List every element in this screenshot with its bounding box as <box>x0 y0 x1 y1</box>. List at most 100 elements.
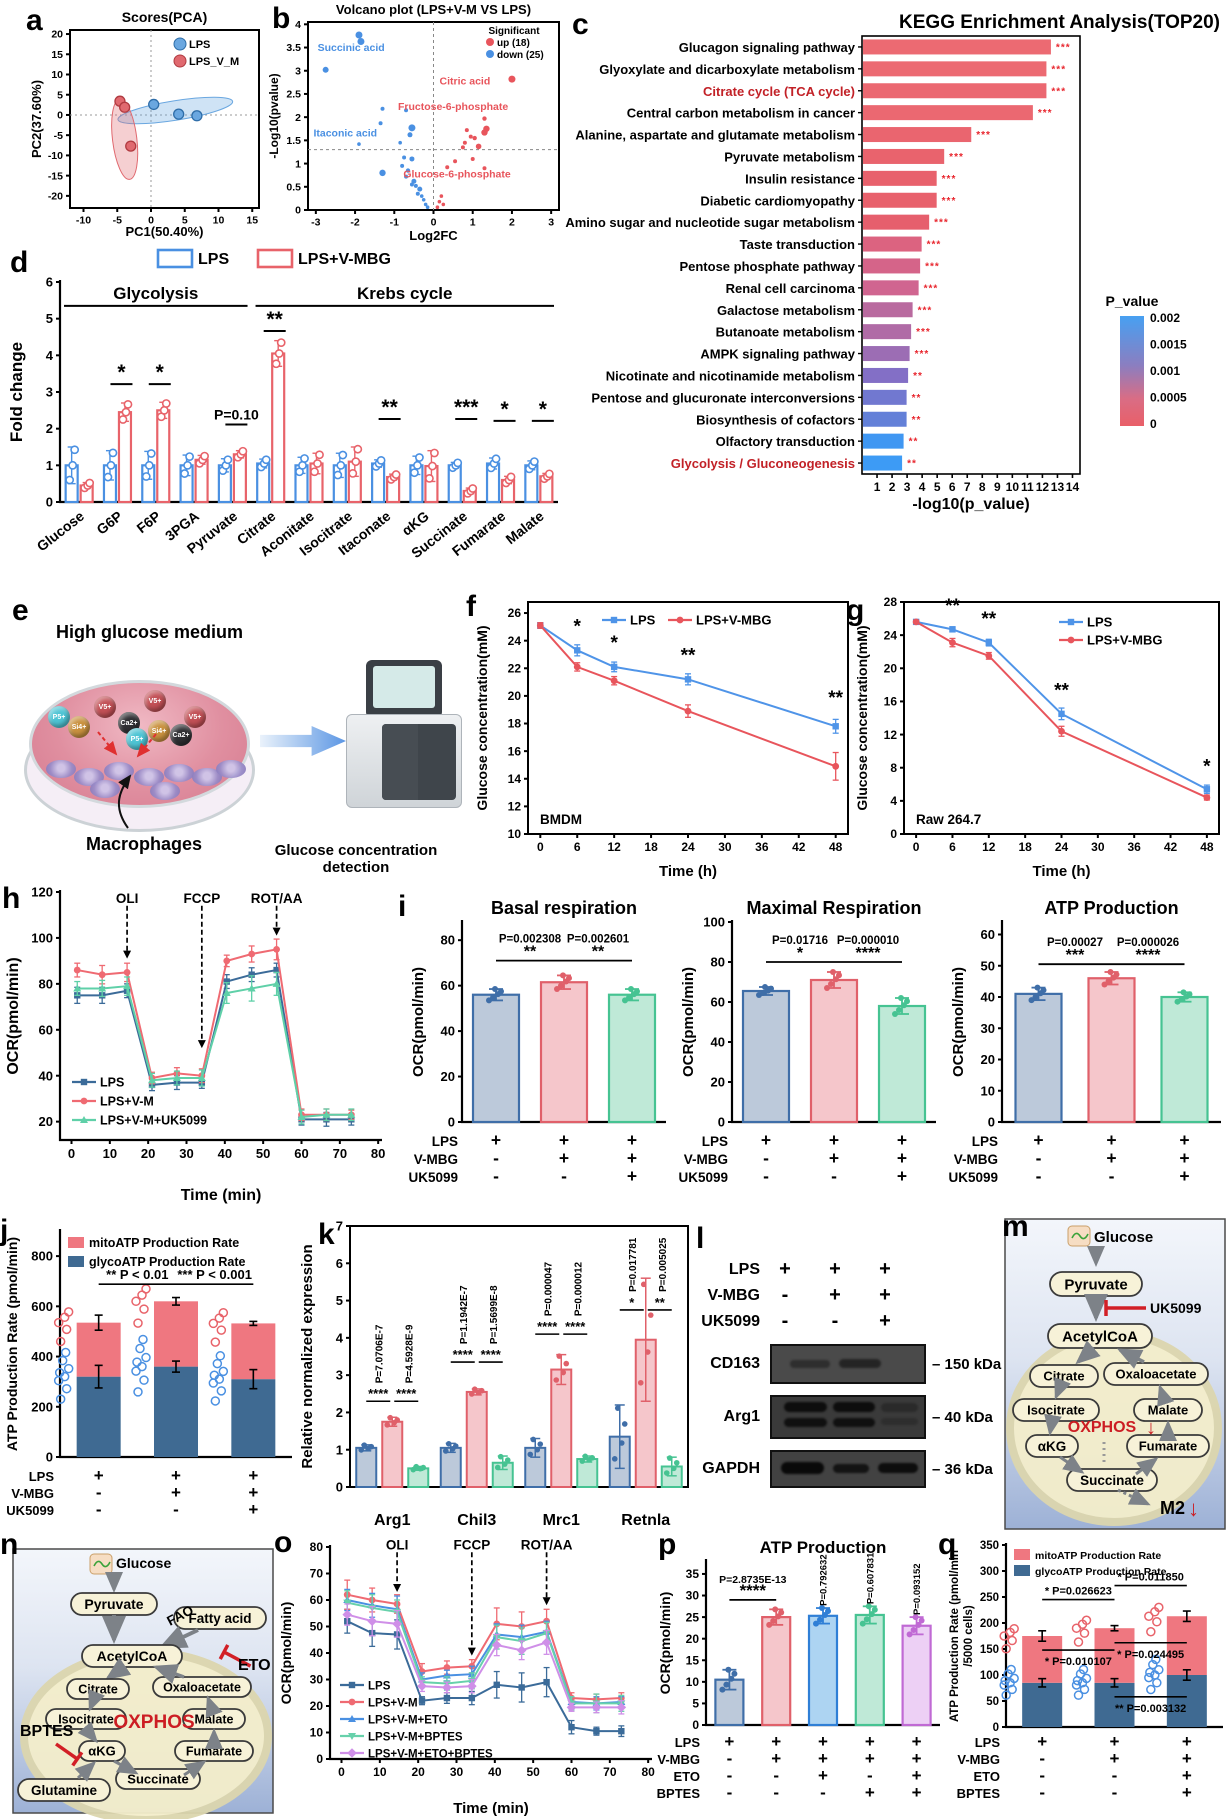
svg-text:+: + <box>627 1148 637 1168</box>
svg-text:Malate: Malate <box>195 1713 234 1727</box>
blot-condition-value: + <box>829 1258 841 1280</box>
svg-text:Glucose: Glucose <box>1094 1229 1153 1246</box>
svg-text:***: *** <box>934 218 949 229</box>
svg-text:BPTES: BPTES <box>957 1786 1001 1801</box>
svg-text:-5: -5 <box>54 130 63 142</box>
svg-text:Fold change: Fold change <box>7 342 26 442</box>
svg-text:P=0.000047: P=0.000047 <box>543 1261 554 1316</box>
svg-text:mitoATP Production Rate: mitoATP Production Rate <box>89 1236 239 1250</box>
svg-text:26: 26 <box>508 606 522 620</box>
svg-text:V-MBG: V-MBG <box>954 1152 998 1167</box>
svg-text:-: - <box>561 1166 567 1186</box>
svg-text:LPS: LPS <box>198 251 229 268</box>
svg-text:24: 24 <box>1055 840 1069 854</box>
svg-text:LPS: LPS <box>702 1134 728 1149</box>
svg-text:P=0.01716: P=0.01716 <box>772 935 828 947</box>
svg-text:-: - <box>820 1783 826 1802</box>
svg-text:-: - <box>493 1166 499 1186</box>
svg-text:Galactose metabolism: Galactose metabolism <box>717 303 855 318</box>
svg-text:+: + <box>865 1749 875 1768</box>
svg-text:OCR(pmol/min): OCR(pmol/min) <box>680 967 697 1077</box>
svg-text:***: *** <box>924 283 939 294</box>
svg-text:**: ** <box>912 415 922 426</box>
svg-text:300: 300 <box>980 1566 999 1578</box>
svg-text:1: 1 <box>470 217 476 229</box>
svg-text:Central carbon metabolism in c: Central carbon metabolism in cancer <box>627 106 855 121</box>
svg-text:mitoATP Production Rate: mitoATP Production Rate <box>1035 1550 1161 1562</box>
svg-text:UK5099: UK5099 <box>1150 1300 1202 1316</box>
svg-text:OLI: OLI <box>116 891 139 906</box>
svg-text:Citrate: Citrate <box>78 1683 118 1697</box>
svg-text:0.002: 0.002 <box>1150 311 1180 325</box>
svg-text:40: 40 <box>310 1646 324 1660</box>
svg-text:****: **** <box>396 1386 417 1401</box>
svg-text:2.5: 2.5 <box>286 89 301 101</box>
svg-text:-: - <box>727 1749 733 1768</box>
svg-text:*** P < 0.001: *** P < 0.001 <box>177 1267 252 1282</box>
maximal-respiration-chart: 0 20 40 60 80 100 OCR(pmol/min) Maximal Respira… <box>678 898 936 1186</box>
svg-text:* P=0.024495: * P=0.024495 <box>1117 1649 1184 1661</box>
svg-text:Pyruvate: Pyruvate <box>1064 1276 1127 1293</box>
blot-target-label: Arg1 <box>723 1408 760 1425</box>
svg-text:Relative normalized expression: Relative normalized expression <box>299 1244 316 1468</box>
ion-Ca2+: Ca2+ <box>170 724 192 746</box>
svg-text:***: *** <box>925 261 940 272</box>
svg-text:5: 5 <box>692 1697 699 1711</box>
svg-text:10: 10 <box>686 1675 700 1689</box>
svg-text:+: + <box>865 1783 875 1802</box>
svg-text:48: 48 <box>829 840 843 854</box>
svg-text:P=0.002308: P=0.002308 <box>499 934 562 946</box>
svg-text:Glutamine: Glutamine <box>31 1783 98 1798</box>
svg-text:40: 40 <box>218 1146 232 1161</box>
svg-text:70: 70 <box>310 1567 324 1581</box>
svg-text:10: 10 <box>1006 480 1020 494</box>
svg-text:** P=0.003132: ** P=0.003132 <box>1115 1703 1186 1715</box>
svg-text:35: 35 <box>686 1567 700 1581</box>
svg-text:ATP Production: ATP Production <box>760 1538 887 1557</box>
svg-text:+: + <box>171 1483 181 1502</box>
svg-text:FCCP: FCCP <box>453 1537 490 1552</box>
svg-text:Fumarate: Fumarate <box>1139 1439 1198 1454</box>
svg-text:100: 100 <box>703 915 725 930</box>
svg-text:Glycolysis / Gluconeogenesis: Glycolysis / Gluconeogenesis <box>671 456 855 471</box>
svg-text:60: 60 <box>565 1765 579 1779</box>
svg-text:3: 3 <box>295 65 301 77</box>
svg-text:LPS+V-M+UK5099: LPS+V-M+UK5099 <box>100 1114 207 1128</box>
svg-text:60: 60 <box>39 1022 53 1037</box>
svg-text:1: 1 <box>336 1442 343 1457</box>
svg-text:Insulin resistance: Insulin resistance <box>745 171 855 186</box>
svg-text:*: * <box>156 361 165 384</box>
svg-text:0: 0 <box>338 1765 345 1779</box>
svg-text:+: + <box>1179 1166 1189 1186</box>
svg-text:***: *** <box>976 130 991 141</box>
svg-text:V-MBG: V-MBG <box>657 1752 700 1767</box>
svg-text:0: 0 <box>993 1722 999 1734</box>
svg-text:Significant: Significant <box>488 26 540 37</box>
svg-text:-: - <box>763 1148 769 1168</box>
svg-text:P=0.10: P=0.10 <box>214 407 259 423</box>
svg-text:+: + <box>248 1500 258 1519</box>
panel-l-letter: l <box>696 1222 705 1255</box>
svg-text:3: 3 <box>904 480 911 494</box>
svg-text:-: - <box>1036 1148 1042 1168</box>
svg-text:Volcano plot (LPS+V-M VS LPS): Volcano plot (LPS+V-M VS LPS) <box>336 2 531 17</box>
svg-text:glycoATP Production Rate: glycoATP Production Rate <box>1035 1566 1167 1578</box>
svg-text:24: 24 <box>508 634 522 648</box>
svg-text:Fructose-6-phosphate: Fructose-6-phosphate <box>398 101 508 113</box>
svg-text:*: * <box>1203 757 1211 778</box>
svg-text:↓: ↓ <box>1188 1496 1199 1521</box>
svg-text:6: 6 <box>949 480 956 494</box>
svg-text:** P < 0.01: ** P < 0.01 <box>106 1267 168 1282</box>
svg-text:3: 3 <box>46 385 53 400</box>
svg-text:LPS+V-M+BPTES: LPS+V-M+BPTES <box>368 1732 463 1744</box>
svg-text:****: **** <box>856 945 882 962</box>
svg-text:Citric acid: Citric acid <box>439 76 490 88</box>
svg-text:BPTES: BPTES <box>657 1786 701 1801</box>
svg-text:OCR(pmol/min): OCR(pmol/min) <box>657 1592 673 1695</box>
svg-text:Chil3: Chil3 <box>457 1512 496 1529</box>
svg-text:10: 10 <box>508 827 522 841</box>
ocr-seahorse-chart-2: 0 10 20 30 40 50 60 70 80 0 10 20 30 40 50 60 70 80 Time (… <box>278 1537 655 1817</box>
svg-text:Malate: Malate <box>503 508 547 548</box>
svg-text:0: 0 <box>537 840 544 854</box>
svg-text:+: + <box>1106 1130 1116 1150</box>
